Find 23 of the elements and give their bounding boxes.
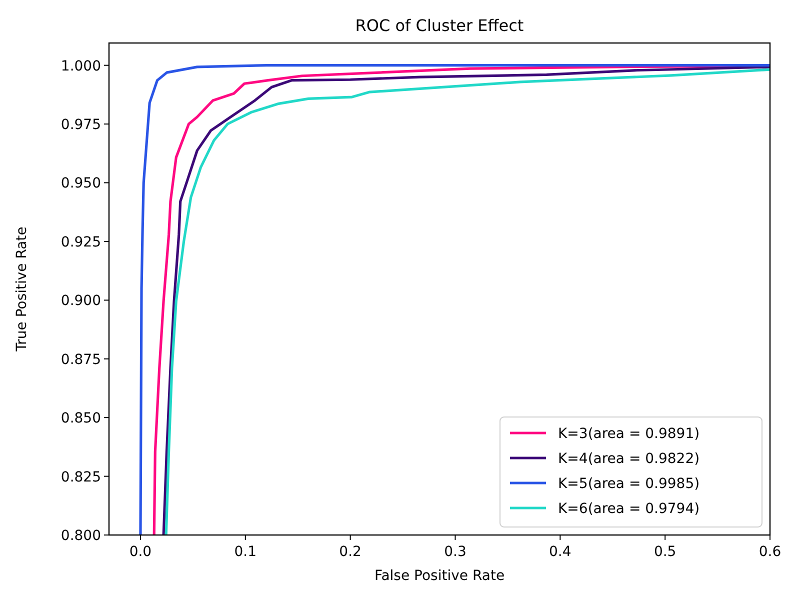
x-tick-label: 0.3 bbox=[444, 544, 466, 560]
y-tick-label: 0.900 bbox=[60, 293, 101, 310]
legend-label: K=3(area = 0.9891) bbox=[558, 426, 700, 442]
y-tick-label: 0.975 bbox=[60, 117, 101, 134]
y-tick-label: 1.000 bbox=[60, 58, 101, 74]
legend-label: K=4(area = 0.9822) bbox=[558, 451, 700, 467]
x-tick-label: 0.5 bbox=[654, 544, 676, 560]
y-tick-label: 0.875 bbox=[60, 352, 101, 368]
y-tick-label: 0.800 bbox=[60, 528, 101, 544]
y-axis-title: True Positive Rate bbox=[14, 226, 30, 352]
legend-label: K=6(area = 0.9794) bbox=[558, 501, 700, 517]
y-tick-label: 0.925 bbox=[60, 234, 101, 250]
x-tick-label: 0.0 bbox=[129, 544, 152, 560]
y-tick-label: 0.950 bbox=[60, 176, 101, 192]
chart-title: ROC of Cluster Effect bbox=[355, 16, 524, 35]
x-tick-label: 0.1 bbox=[234, 544, 257, 560]
y-tick-label: 0.825 bbox=[60, 469, 101, 486]
x-tick-label: 0.2 bbox=[339, 544, 362, 560]
x-tick-label: 0.6 bbox=[758, 544, 782, 560]
x-tick-label: 0.4 bbox=[549, 544, 572, 560]
x-axis-title: False Positive Rate bbox=[374, 568, 505, 584]
y-tick-label: 0.850 bbox=[60, 410, 101, 427]
legend-label: K=5(area = 0.9985) bbox=[558, 476, 700, 492]
